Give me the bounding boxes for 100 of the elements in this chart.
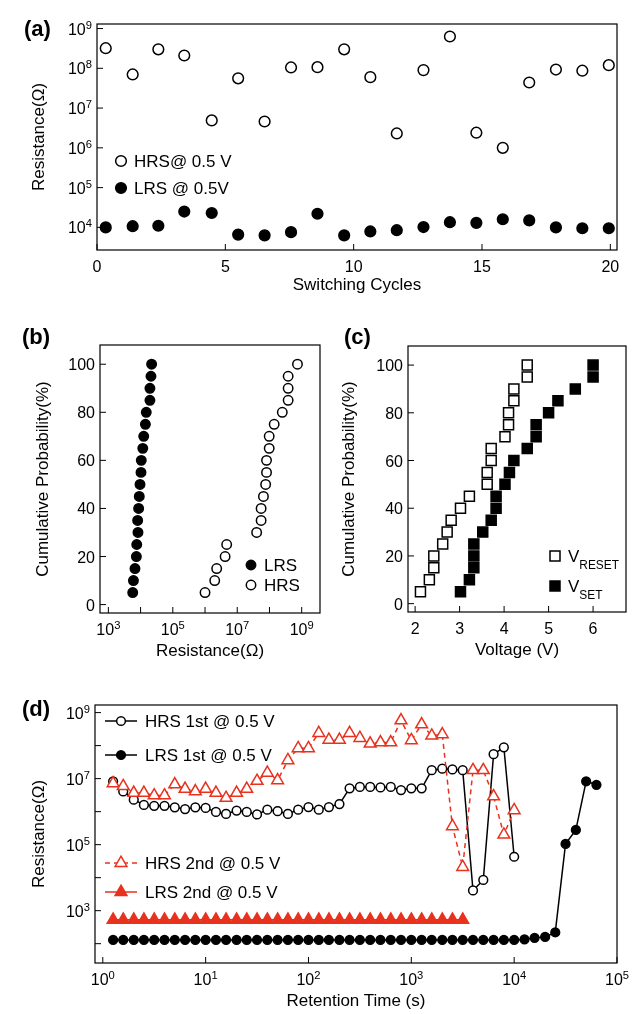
point [219,912,233,924]
x-tick-label: 10$^{9}$ [289,619,314,638]
point [138,799,150,811]
point [334,798,345,810]
point [481,466,493,479]
y-tick-label: 20 [77,548,96,566]
point [178,205,191,218]
point [241,806,252,818]
point [209,912,223,924]
point [353,730,367,743]
point [149,934,160,946]
point [169,802,180,813]
point [521,371,533,383]
x-tick-label: 2 [410,620,420,637]
y-tick-label: 10$^{3}$ [65,900,90,920]
point [498,934,509,946]
point [454,502,467,514]
point [127,785,141,798]
point [159,934,170,946]
point [417,220,430,234]
point [569,383,582,395]
point [126,220,139,233]
chart-title: (a) [24,16,51,41]
point [496,213,509,226]
legend-label: LRS [264,556,298,575]
point [99,221,112,234]
point [406,783,417,794]
point [490,502,502,514]
legend-label: LRS 1st @ 0.5 V [145,746,273,765]
point [496,141,509,154]
point [240,912,254,924]
point [468,538,480,550]
point [416,783,427,794]
point [282,934,294,946]
point [463,574,476,586]
x-axis-title: Switching Cycles [292,275,422,294]
point [485,442,497,455]
point [540,931,551,943]
point [260,765,274,777]
point [205,206,218,220]
point [138,934,150,946]
x-tick-label: 5 [544,620,554,637]
y-tick-label: 40 [77,500,96,518]
point [497,827,511,839]
point [200,934,211,946]
point [342,725,357,738]
point [179,803,191,815]
point [258,229,271,242]
point [303,934,314,946]
point [481,478,493,491]
point [404,732,418,745]
point [521,442,533,455]
point [332,732,347,744]
point [416,934,427,946]
point [179,934,191,946]
point [231,805,242,816]
y-tick-label: 80 [77,404,96,422]
point [426,765,437,776]
point [417,64,430,77]
point [457,765,468,776]
point [198,912,213,924]
y-tick-label: 10$^{9}$ [65,702,90,722]
point [470,126,483,139]
point [523,76,536,89]
point [127,912,141,924]
legend-label: HRS@ 0.5 V [134,152,233,171]
point [591,779,602,790]
point [498,742,509,753]
x-tick-label: 10$^{0}$ [90,969,115,988]
point [281,912,295,924]
point [390,224,403,237]
point [251,934,263,946]
x-tick-label: 10$^{7}$ [225,619,250,638]
point [303,801,314,813]
point [486,788,501,801]
point [570,824,581,835]
point [385,781,396,793]
point [587,371,599,383]
point [281,752,295,765]
point [485,454,497,467]
point [466,762,480,775]
point [301,912,316,924]
point [425,728,439,740]
point [157,787,172,800]
point [373,734,388,747]
x-tick-label: 10$^{5}$ [604,969,630,988]
point [128,934,139,946]
point [198,781,213,794]
point [323,801,335,813]
point [251,809,263,820]
point [322,912,336,924]
point [312,725,326,738]
point [364,225,377,238]
point [509,851,520,862]
point [435,726,449,739]
point [519,934,530,945]
point [190,802,201,813]
chart-title: (b) [22,324,51,349]
point [313,934,324,946]
point [210,934,222,946]
